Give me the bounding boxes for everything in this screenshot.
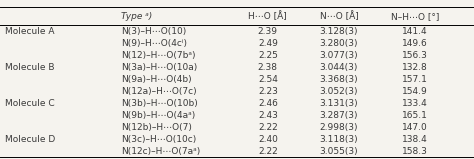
Text: N(12b)–H⋯O(7): N(12b)–H⋯O(7) — [121, 123, 192, 132]
Text: N(9b)–H⋯O(4aᵃ): N(9b)–H⋯O(4aᵃ) — [121, 111, 195, 120]
Text: 2.49: 2.49 — [258, 39, 278, 48]
Text: N(3a)–H⋯O(10a): N(3a)–H⋯O(10a) — [121, 63, 197, 72]
Text: Type ᵃ): Type ᵃ) — [121, 12, 152, 21]
Text: 157.1: 157.1 — [402, 75, 428, 84]
Text: 3.052(3): 3.052(3) — [319, 87, 358, 96]
Text: 3.044(3): 3.044(3) — [320, 63, 358, 72]
Text: N(12c)–H⋯O(7aᵃ): N(12c)–H⋯O(7aᵃ) — [121, 147, 200, 156]
Text: 2.22: 2.22 — [258, 147, 278, 156]
Text: 133.4: 133.4 — [402, 99, 428, 108]
Text: 149.6: 149.6 — [402, 39, 428, 48]
Text: Molecule D: Molecule D — [5, 135, 55, 144]
Text: N(3)–H⋯O(10): N(3)–H⋯O(10) — [121, 27, 186, 36]
Text: N(3b)–H⋯O(10b): N(3b)–H⋯O(10b) — [121, 99, 198, 108]
Text: 2.23: 2.23 — [258, 87, 278, 96]
Text: 2.40: 2.40 — [258, 135, 278, 144]
Text: 154.9: 154.9 — [402, 87, 428, 96]
Text: N(12a)–H⋯O(7c): N(12a)–H⋯O(7c) — [121, 87, 197, 96]
Text: 3.128(3): 3.128(3) — [319, 27, 358, 36]
Text: 2.39: 2.39 — [258, 27, 278, 36]
Text: 156.3: 156.3 — [402, 51, 428, 60]
Text: Molecule C: Molecule C — [5, 99, 55, 108]
Text: 138.4: 138.4 — [402, 135, 428, 144]
Text: 3.055(3): 3.055(3) — [319, 147, 358, 156]
Text: N–H⋯O [°]: N–H⋯O [°] — [391, 12, 439, 21]
Text: 3.118(3): 3.118(3) — [319, 135, 358, 144]
Text: 158.3: 158.3 — [402, 147, 428, 156]
Text: 2.22: 2.22 — [258, 123, 278, 132]
Text: 2.38: 2.38 — [258, 63, 278, 72]
Text: 3.077(3): 3.077(3) — [319, 51, 358, 60]
Text: 3.368(3): 3.368(3) — [319, 75, 358, 84]
Text: 3.280(3): 3.280(3) — [319, 39, 358, 48]
Text: Molecule B: Molecule B — [5, 63, 54, 72]
Text: 3.131(3): 3.131(3) — [319, 99, 358, 108]
Text: 147.0: 147.0 — [402, 123, 428, 132]
Text: N(12)–H⋯O(7bᵃ): N(12)–H⋯O(7bᵃ) — [121, 51, 195, 60]
Text: 132.8: 132.8 — [402, 63, 428, 72]
Text: 3.287(3): 3.287(3) — [319, 111, 358, 120]
Text: H⋯O [Å]: H⋯O [Å] — [248, 11, 287, 21]
Text: 2.998(3): 2.998(3) — [319, 123, 358, 132]
Text: 2.46: 2.46 — [258, 99, 278, 108]
Text: 2.54: 2.54 — [258, 75, 278, 84]
Text: N(9a)–H⋯O(4b): N(9a)–H⋯O(4b) — [121, 75, 191, 84]
Text: Molecule A: Molecule A — [5, 27, 54, 36]
Text: N(9)–H⋯O(4cⁱ): N(9)–H⋯O(4cⁱ) — [121, 39, 187, 48]
Text: 165.1: 165.1 — [402, 111, 428, 120]
Text: 2.25: 2.25 — [258, 51, 278, 60]
Text: 2.43: 2.43 — [258, 111, 278, 120]
Text: 141.4: 141.4 — [402, 27, 428, 36]
Text: N⋯O [Å]: N⋯O [Å] — [319, 11, 358, 21]
Text: N(3c)–H⋯O(10c): N(3c)–H⋯O(10c) — [121, 135, 196, 144]
